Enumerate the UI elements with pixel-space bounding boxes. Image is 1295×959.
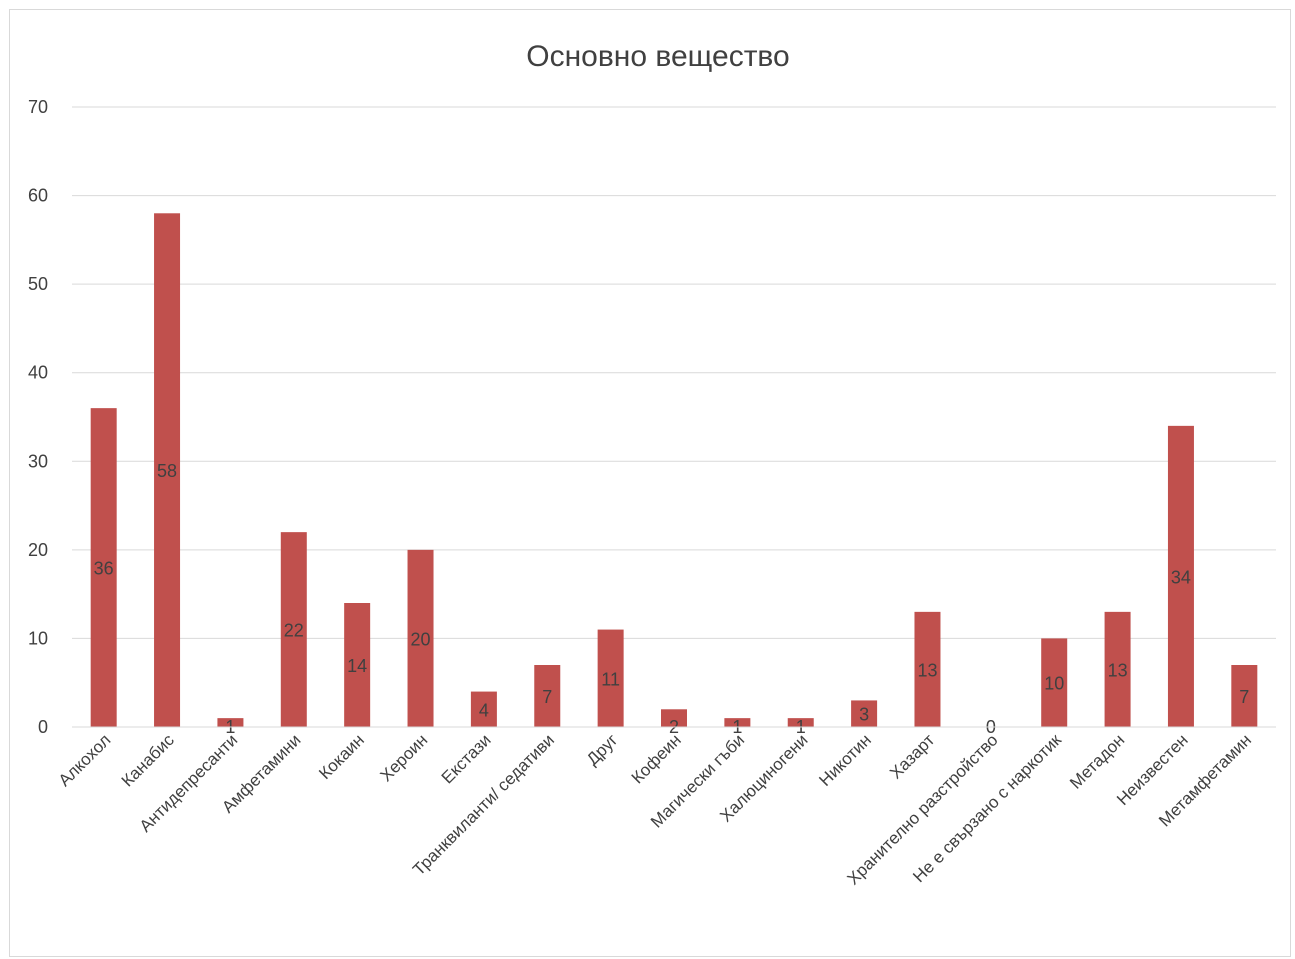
data-label: 34 <box>1171 567 1191 587</box>
x-category-label: Кофеин <box>628 730 685 787</box>
y-tick-label: 70 <box>28 97 48 117</box>
y-axis-ticks: 0 10 20 30 40 50 60 70 <box>28 97 48 737</box>
data-label: 14 <box>347 656 367 676</box>
y-tick-label: 30 <box>28 451 48 471</box>
bar <box>597 629 624 727</box>
bar <box>787 718 814 727</box>
data-label: 7 <box>1239 687 1249 707</box>
bar <box>1104 611 1131 727</box>
x-category-label: Метадон <box>1066 730 1128 792</box>
bar <box>154 213 181 728</box>
x-category-label: Хероин <box>376 730 431 785</box>
bar <box>661 709 687 727</box>
data-label: 22 <box>284 621 304 641</box>
gridlines <box>72 106 1276 639</box>
data-label: 20 <box>411 629 431 649</box>
data-label: 58 <box>157 461 177 481</box>
bars <box>90 213 1258 728</box>
bar <box>914 611 941 727</box>
bar <box>470 691 497 727</box>
bar <box>280 532 307 727</box>
data-label: 13 <box>1108 660 1128 680</box>
data-label: 3 <box>859 705 869 725</box>
x-category-label: Никотин <box>815 730 875 790</box>
data-label: 36 <box>94 559 114 579</box>
x-category-label: Алкохол <box>55 730 115 790</box>
data-label: 11 <box>601 669 620 689</box>
data-label: 4 <box>479 700 489 720</box>
y-tick-label: 10 <box>28 628 48 648</box>
data-label: 10 <box>1044 674 1064 694</box>
y-tick-label: 50 <box>28 274 48 294</box>
bar <box>1231 665 1258 727</box>
y-tick-label: 60 <box>28 186 48 206</box>
y-tick-label: 40 <box>28 363 48 383</box>
y-tick-label: 0 <box>38 717 48 737</box>
chart-title: Основно вещество <box>526 40 789 73</box>
bar <box>217 718 244 727</box>
data-label: 7 <box>542 687 552 707</box>
bar <box>407 549 434 727</box>
x-category-label: Друг <box>583 730 622 769</box>
bar <box>1167 425 1194 727</box>
x-category-label: Канабис <box>118 730 178 790</box>
x-category-label: Кокаин <box>315 730 368 783</box>
bar <box>851 700 878 727</box>
x-category-label: Хазарт <box>886 730 938 782</box>
x-category-label: Екстази <box>438 730 495 787</box>
bar <box>90 408 117 727</box>
bar <box>724 718 751 727</box>
bar <box>534 665 561 727</box>
chart-frame: Основно вещество 0 10 20 30 40 50 60 70 36 58 1 22… <box>9 9 1291 957</box>
bar <box>344 603 371 727</box>
y-tick-label: 20 <box>28 540 48 560</box>
data-label: 13 <box>917 660 937 680</box>
bar <box>1041 638 1068 727</box>
